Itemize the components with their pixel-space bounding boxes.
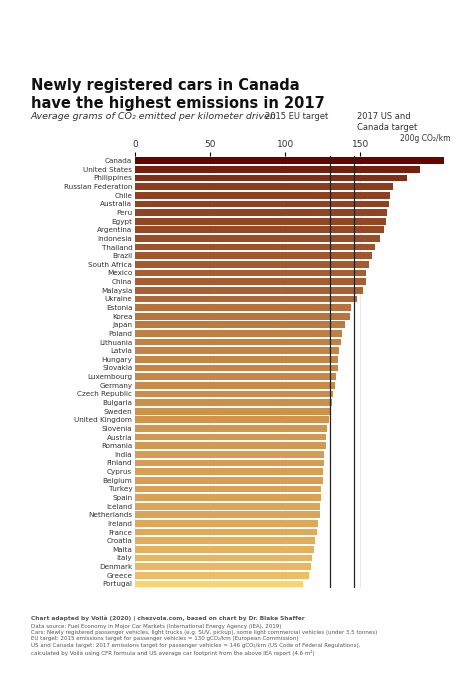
Bar	[135, 183, 393, 190]
Bar	[135, 235, 380, 242]
Bar	[135, 269, 366, 276]
Bar	[135, 408, 330, 415]
Bar	[135, 364, 337, 371]
Text: Chart adapted by Voilà (2020) | chezvola.com, based on chart by Dr. Blake Shaffe: Chart adapted by Voilà (2020) | chezvola…	[31, 615, 305, 621]
Text: 200g CO₂/km: 200g CO₂/km	[400, 135, 450, 143]
Bar	[135, 304, 351, 311]
Bar	[135, 382, 335, 389]
Bar	[135, 520, 318, 527]
Bar	[135, 192, 390, 199]
Bar	[135, 503, 319, 509]
Bar	[135, 322, 345, 328]
Text: 2015 EU target: 2015 EU target	[264, 112, 328, 121]
Bar	[135, 546, 314, 553]
Bar	[135, 451, 324, 458]
Bar	[135, 416, 328, 423]
Bar	[135, 399, 332, 406]
Bar	[135, 287, 363, 294]
Text: Newly registered cars in Canada
have the highest emissions in 2017: Newly registered cars in Canada have the…	[31, 78, 325, 111]
Bar	[135, 347, 339, 354]
Bar	[135, 243, 375, 250]
Bar	[135, 486, 321, 492]
Bar	[135, 313, 350, 320]
Bar	[135, 581, 303, 588]
Bar	[135, 390, 333, 397]
Bar	[135, 494, 321, 501]
Bar	[135, 477, 323, 483]
Text: Data source: Fuel Economy in Major Car Markets (International Energy Agency (IEA: Data source: Fuel Economy in Major Car M…	[31, 624, 377, 656]
Bar	[135, 373, 336, 380]
Bar	[135, 157, 444, 164]
Bar	[135, 537, 315, 544]
Bar	[135, 555, 312, 562]
Bar	[135, 252, 372, 259]
Bar	[135, 425, 327, 432]
Bar	[135, 296, 357, 303]
Bar	[135, 175, 407, 182]
Bar	[135, 572, 309, 579]
Bar	[135, 226, 384, 233]
Bar	[135, 261, 369, 268]
Bar	[135, 356, 337, 362]
Bar	[135, 434, 326, 441]
Bar	[135, 201, 389, 207]
Bar	[135, 469, 323, 475]
Bar	[135, 330, 342, 337]
Bar	[135, 563, 311, 570]
Bar	[135, 511, 319, 518]
Bar	[135, 166, 420, 173]
Bar	[135, 442, 326, 449]
Text: 2017 US and
Canada target: 2017 US and Canada target	[356, 112, 417, 132]
Bar	[135, 528, 317, 535]
Bar	[135, 460, 324, 466]
Bar	[135, 339, 341, 345]
Bar	[135, 209, 387, 216]
Text: Average grams of CO₂ emitted per kilometer driven: Average grams of CO₂ emitted per kilomet…	[31, 112, 277, 121]
Bar	[135, 278, 366, 285]
Bar	[135, 218, 386, 224]
